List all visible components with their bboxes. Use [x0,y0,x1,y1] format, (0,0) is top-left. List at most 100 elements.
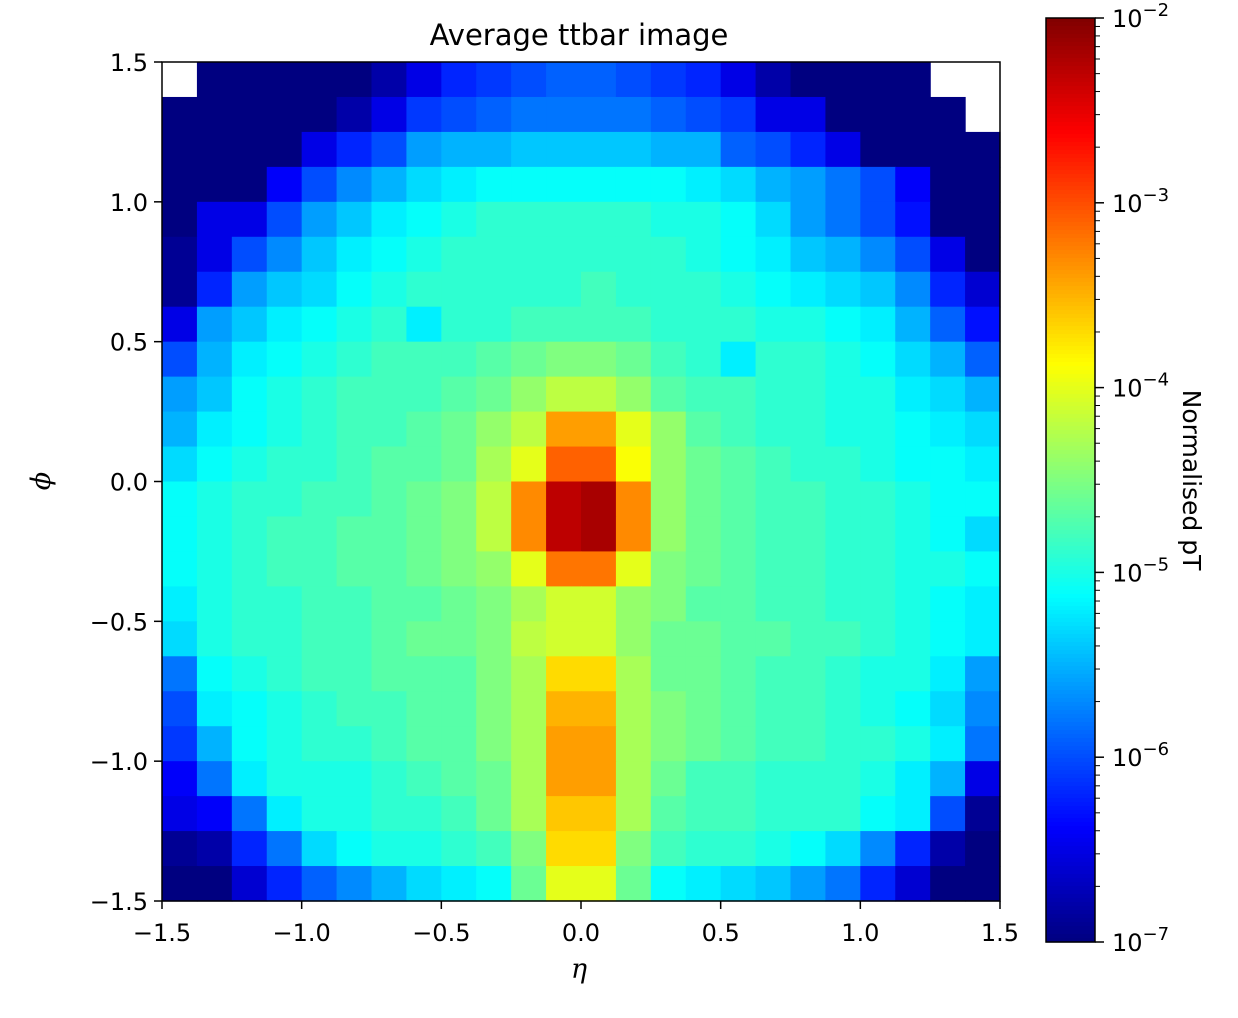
heatmap-cell [825,306,861,343]
heatmap-cell [965,551,1001,587]
colorbar-strip [1046,62,1095,67]
heatmap-cell [581,62,617,98]
heatmap-cell [860,691,896,727]
heatmap-cell [266,62,303,98]
colorbar-strip [1046,646,1095,651]
y-tick-label: 0.0 [110,469,148,497]
colorbar-strip [1046,398,1095,403]
colorbar-strip [1046,458,1095,463]
heatmap-cell [930,376,966,413]
heatmap-cell [650,516,687,553]
heatmap-cell [860,726,896,762]
heatmap-cell [965,831,1001,867]
colorbar-strip [1046,766,1095,771]
colorbar-tick-label: 10−2 [1112,0,1169,33]
heatmap-cell [965,376,1001,413]
colorbar-strip [1046,342,1095,347]
colorbar-strip [1046,442,1095,447]
heatmap-cell [266,166,303,203]
heatmap-cell [371,481,408,518]
colorbar-strip [1046,634,1095,639]
heatmap-cell [441,306,477,343]
colorbar-strip [1046,194,1095,199]
colorbar-strip [1046,722,1095,727]
heatmap-cell [825,201,861,238]
colorbar-strip [1046,126,1095,131]
colorbar-strip [1046,530,1095,535]
heatmap-cell [266,516,303,553]
colorbar-strip [1046,586,1095,591]
heatmap-cell [930,866,966,902]
y-axis-label: ϕ [26,472,57,490]
heatmap-cell [790,306,827,343]
heatmap-cell [441,481,477,518]
colorbar-strip [1046,702,1095,707]
heatmap-cell [860,516,896,553]
heatmap-cell [930,481,966,518]
colorbar-strip [1046,866,1095,871]
heatmap-cell [406,446,442,483]
colorbar-strip [1046,870,1095,875]
heatmap-cell [581,166,617,203]
heatmap-cell [615,341,652,378]
colorbar-tick-label: 10−7 [1112,924,1169,957]
heatmap-cell [685,341,722,378]
colorbar-strip [1046,34,1095,39]
colorbar-strip [1046,466,1095,471]
colorbar-strip [1046,162,1095,167]
heatmap-cell [196,831,233,867]
heatmap-cell [895,131,931,168]
heatmap-cell [860,166,896,203]
heatmap-cell [650,166,687,203]
colorbar-strip [1046,310,1095,315]
heatmap-cell [266,306,303,343]
heatmap-cell [336,271,373,308]
heatmap-cell [650,62,687,98]
heatmap-cell [231,761,268,797]
heatmap-cell [511,481,547,518]
heatmap-cell [860,201,896,238]
heatmap-cell [476,551,512,587]
heatmap-cell [476,866,512,902]
heatmap-cell [301,691,338,727]
colorbar-strip [1046,202,1095,207]
heatmap-cell [581,306,617,343]
heatmap-cell [755,761,792,797]
colorbar-strip [1046,82,1095,87]
colorbar-strip [1046,746,1095,751]
heatmap-cell [755,341,792,378]
colorbar-strip [1046,566,1095,571]
colorbar-strip [1046,106,1095,111]
colorbar-tick-label: 10−4 [1112,370,1169,403]
heatmap-cell [895,656,931,692]
colorbar-strip [1046,274,1095,279]
heatmap-cell [615,551,652,587]
colorbar-strip [1046,658,1095,663]
colorbar-strip [1046,178,1095,183]
heatmap-cell [476,411,512,448]
colorbar-strip [1046,150,1095,155]
colorbar-strip [1046,506,1095,511]
heatmap-cell [685,271,722,308]
colorbar-strip [1046,454,1095,459]
colorbar-ticks: 10−2 10−3 10−4 10−5 10−6 10−7 [1095,0,1169,957]
heatmap-cell [825,866,861,902]
heatmap-cell [685,796,722,832]
heatmap-cell [720,446,757,483]
heatmap-cell [441,551,477,587]
heatmap-cell [930,411,966,448]
heatmap-cell [650,691,687,727]
heatmap-cell [266,761,303,797]
x-tick-label: −0.5 [412,919,470,947]
heatmap-cell [301,481,338,518]
heatmap-cell [685,131,722,168]
colorbar-strip [1046,642,1095,647]
y-tick-label: −0.5 [90,608,148,636]
heatmap-cell [825,341,861,378]
colorbar-strip [1046,718,1095,723]
x-axis-label: η [571,954,587,985]
heatmap-cell [790,831,827,867]
colorbar-strip [1046,654,1095,659]
heatmap-cell [546,411,582,448]
heatmap-cell [266,551,303,587]
